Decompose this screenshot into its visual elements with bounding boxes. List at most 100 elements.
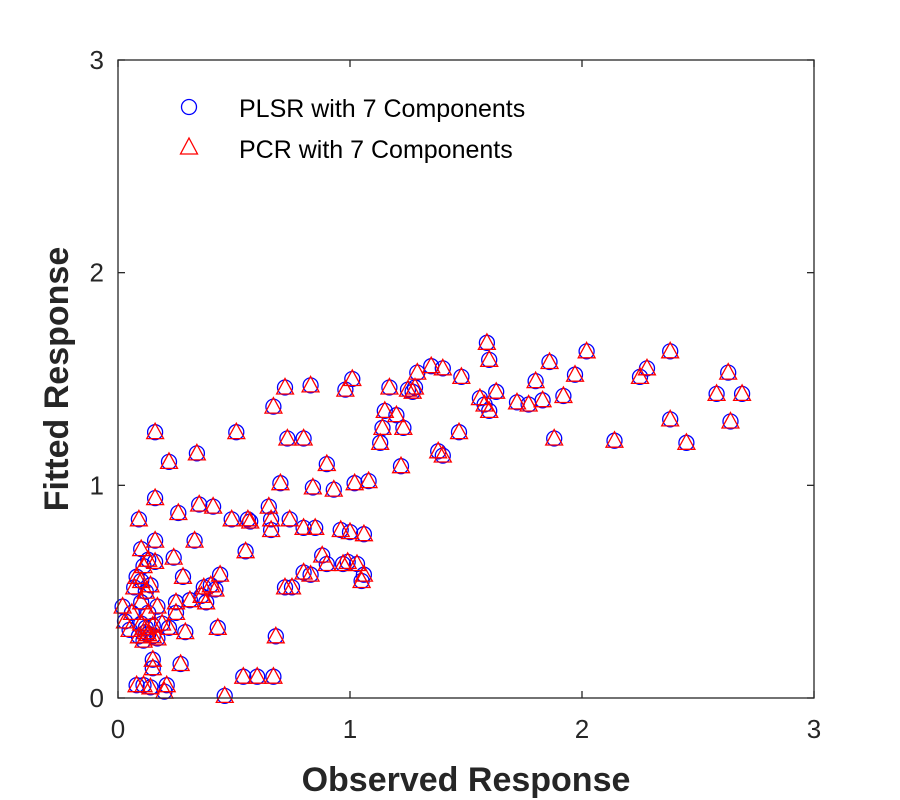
plsr-point — [488, 383, 505, 400]
pcr-point — [282, 577, 302, 595]
plsr-point — [144, 660, 161, 677]
plsr-point — [481, 351, 498, 369]
pcr-point — [166, 591, 186, 610]
plsr-point — [172, 655, 189, 673]
pcr-point — [175, 621, 195, 640]
pcr-point — [235, 540, 256, 559]
pcr-point — [421, 355, 441, 374]
pcr-point — [479, 400, 499, 419]
plsr-point — [181, 592, 199, 609]
plsr-point — [228, 424, 245, 441]
plsr-point — [130, 511, 148, 528]
pcr-point — [345, 472, 365, 491]
plsr-point — [146, 424, 164, 441]
pcr-point — [433, 445, 453, 463]
plsr-point — [144, 651, 161, 668]
plsr-point — [276, 579, 294, 596]
pcr-point — [136, 581, 156, 599]
plsr-point — [360, 472, 377, 490]
pcr-point — [553, 385, 573, 404]
plsr-point — [708, 385, 725, 403]
plsr-point — [209, 619, 226, 636]
pcr-point — [331, 519, 351, 538]
pcr-point — [340, 521, 360, 540]
pcr-point — [129, 509, 149, 527]
plsr-point — [374, 419, 391, 437]
pcr-point — [333, 553, 353, 572]
pcr-point — [240, 511, 260, 529]
pcr-point — [660, 409, 680, 427]
plsr-point — [392, 458, 410, 475]
plsr-point — [279, 430, 296, 447]
series-plsr — [114, 334, 751, 705]
plsr-point — [216, 687, 233, 705]
pcr-point — [301, 375, 321, 393]
pcr-point — [159, 451, 179, 470]
plsr-point — [281, 511, 298, 528]
pcr-point — [718, 362, 738, 380]
plsr-point — [276, 379, 294, 396]
pcr-point — [352, 570, 372, 589]
pcr-point — [136, 621, 156, 640]
plsr-point — [135, 677, 152, 694]
plsr-point — [434, 360, 451, 377]
plsr-point — [211, 566, 229, 583]
pcr-point — [152, 613, 172, 631]
plsr-point — [302, 377, 319, 394]
pcr-point — [630, 366, 650, 385]
plsr-point — [534, 392, 551, 409]
pcr-point — [226, 421, 246, 440]
pcr-point — [205, 579, 225, 597]
plsr-point — [302, 566, 319, 583]
plsr-point — [167, 604, 185, 622]
legend-pcr-label: PCR with 7 Components — [239, 136, 513, 164]
pcr-point — [145, 487, 165, 506]
pcr-point — [266, 625, 286, 644]
plsr-point — [722, 413, 739, 430]
plsr-point — [295, 519, 312, 537]
plsr-point — [174, 568, 192, 585]
plsr-point — [546, 430, 563, 447]
pcr-point — [354, 564, 374, 582]
plsr-point — [318, 455, 335, 473]
pcr-point — [194, 577, 214, 595]
plsr-point — [662, 411, 679, 428]
pcr-point — [238, 509, 258, 527]
pcr-point — [405, 377, 425, 395]
pcr-point — [131, 538, 151, 557]
pcr-point — [159, 617, 179, 635]
pcr-point — [138, 602, 158, 621]
plsr-point — [381, 379, 398, 396]
pcr-point — [486, 381, 506, 399]
plsr-point — [662, 343, 679, 360]
x-tick-label: 2 — [575, 714, 589, 744]
plot-area-frame — [117, 59, 815, 699]
plsr-point — [272, 475, 289, 492]
plsr-point — [267, 628, 284, 645]
plsr-point — [678, 434, 695, 451]
points-layer — [113, 332, 752, 705]
pcr-point — [312, 545, 332, 563]
plsr-point — [304, 479, 322, 496]
pcr-point — [143, 649, 163, 667]
pcr-point — [449, 421, 469, 440]
legend-plsr-marker — [180, 98, 198, 116]
plsr-point — [265, 398, 282, 415]
pcr-point — [354, 523, 374, 542]
pcr-point — [147, 596, 168, 614]
pcr-point — [393, 417, 413, 436]
plsr-point — [388, 407, 405, 424]
plsr-point — [170, 504, 187, 522]
plsr-point — [146, 553, 164, 571]
pcr-point — [479, 349, 499, 367]
pcr-point — [294, 428, 314, 446]
plsr-point — [265, 668, 282, 685]
plsr-point — [186, 532, 203, 549]
pcr-point — [222, 509, 242, 527]
plsr-point — [450, 424, 468, 441]
pcr-point — [372, 417, 392, 436]
plsr-point — [191, 496, 208, 513]
y-tick-label: 1 — [90, 470, 104, 500]
pcr-point — [166, 602, 186, 621]
pcr-point — [263, 666, 283, 684]
